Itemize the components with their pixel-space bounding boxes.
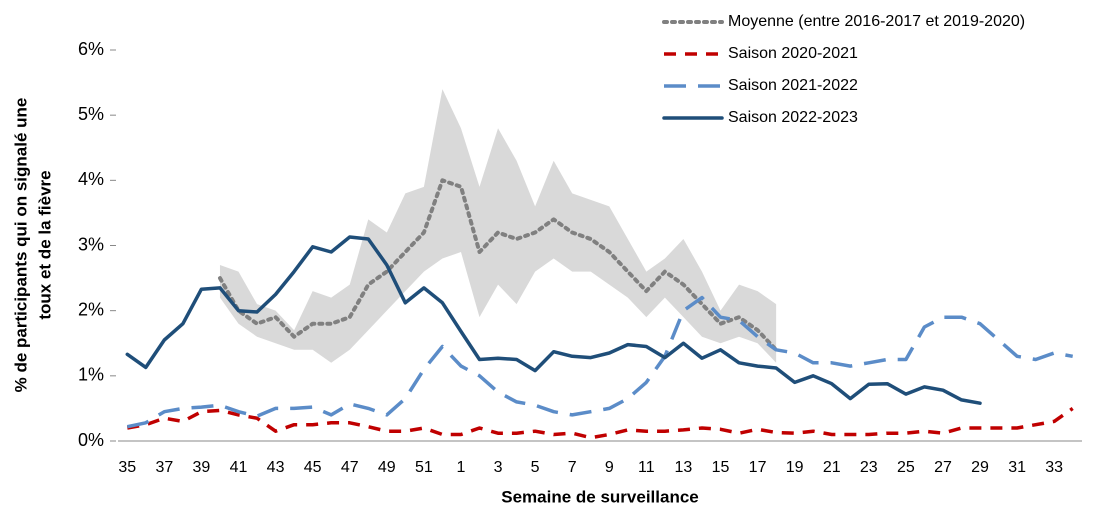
x-tick-label: 47 xyxy=(341,459,359,476)
x-tick-label: 31 xyxy=(1008,459,1026,476)
y-axis-label-line: % de participants qui on signalé une xyxy=(11,98,30,393)
y-tick-label: 6% xyxy=(78,39,104,59)
x-tick-label: 29 xyxy=(971,459,989,476)
y-tick-label: 0% xyxy=(78,430,104,450)
x-tick-label: 15 xyxy=(712,459,730,476)
x-tick-label: 27 xyxy=(934,459,952,476)
x-tick-label: 9 xyxy=(605,459,614,476)
x-tick-label: 41 xyxy=(230,459,248,476)
x-tick-label: 51 xyxy=(415,459,433,476)
x-tick-label: 49 xyxy=(378,459,396,476)
range-band xyxy=(219,89,777,363)
y-axis-label: % de participants qui on signalé une tou… xyxy=(11,98,54,393)
x-tick-label: 33 xyxy=(1045,459,1063,476)
legend-label: Moyenne (entre 2016-2017 et 2019-2020) xyxy=(728,13,1025,30)
x-tick-label: 19 xyxy=(786,459,804,476)
x-axis-label: Semaine de surveillance xyxy=(501,487,699,506)
x-tick-label: 11 xyxy=(638,459,655,476)
x-tick-label: 5 xyxy=(531,459,540,476)
x-tick-label: 23 xyxy=(860,459,878,476)
x-tick-label: 39 xyxy=(193,459,211,476)
legend-label: Saison 2020-2021 xyxy=(728,45,858,62)
x-tick-label: 43 xyxy=(267,459,285,476)
x-tick-label: 37 xyxy=(155,459,173,476)
y-tick-label: 5% xyxy=(78,104,104,124)
y-axis-label-line: toux et de la fièvre xyxy=(35,170,54,319)
series-line xyxy=(126,406,1074,440)
x-tick-label: 45 xyxy=(304,459,322,476)
legend-label: Saison 2021-2022 xyxy=(728,77,858,94)
x-tick-label: 25 xyxy=(897,459,915,476)
x-tick-label: 7 xyxy=(568,459,577,476)
y-tick-label: 1% xyxy=(78,365,104,385)
y-tick-label: 3% xyxy=(78,234,104,254)
series-line xyxy=(125,235,982,405)
x-tick-label: 1 xyxy=(457,459,466,476)
y-tick-label: 4% xyxy=(78,169,104,189)
x-tick-label: 3 xyxy=(494,459,503,476)
x-tick-label: 13 xyxy=(675,459,693,476)
x-tick-label: 35 xyxy=(118,459,136,476)
y-tick-label: 2% xyxy=(78,299,104,319)
legend-label: Saison 2022-2023 xyxy=(728,109,858,126)
x-tick-label: 17 xyxy=(749,459,767,476)
series-line xyxy=(218,178,779,352)
x-tick-label: 21 xyxy=(823,459,841,476)
